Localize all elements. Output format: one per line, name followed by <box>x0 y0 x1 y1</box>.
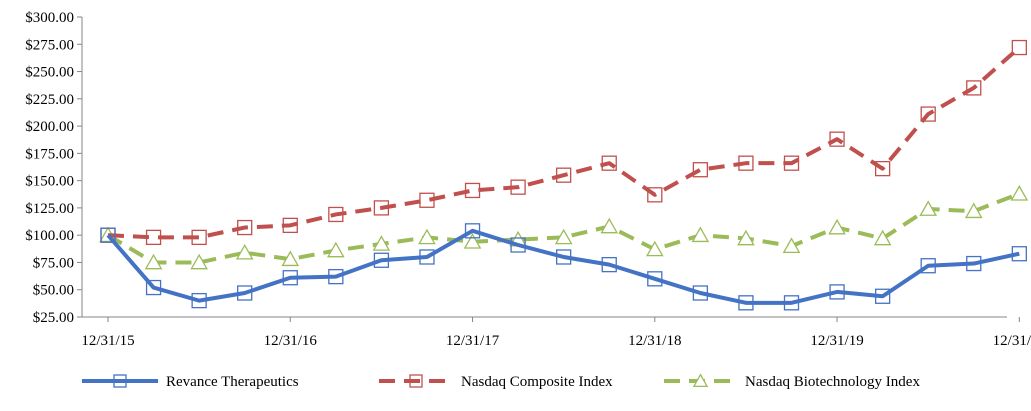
legend-item: Nasdaq Composite Index <box>379 374 613 390</box>
data-point <box>328 206 344 223</box>
legend-item: Nasdaq Biotechnology Index <box>664 373 920 390</box>
data-point <box>373 252 390 268</box>
data-point <box>419 192 435 208</box>
data-point <box>919 200 938 216</box>
data-point <box>556 249 572 265</box>
data-point <box>145 229 162 246</box>
data-point <box>600 217 619 234</box>
data-point <box>100 227 116 243</box>
data-point <box>964 202 983 219</box>
data-point <box>1010 185 1029 201</box>
y-tick-label: $225.00 <box>25 92 74 108</box>
data-point <box>235 243 254 260</box>
y-tick-label: $275.00 <box>25 37 74 53</box>
data-point <box>463 233 482 249</box>
legend-swatch-marker <box>113 374 127 388</box>
data-point <box>419 249 435 265</box>
data-point <box>828 218 846 235</box>
data-point <box>691 226 710 243</box>
legend-label: Nasdaq Biotechnology Index <box>745 374 920 390</box>
legend-swatch-marker <box>692 373 709 388</box>
data-point <box>191 229 207 246</box>
y-tick-label: $125.00 <box>25 201 74 217</box>
data-point <box>282 270 298 286</box>
y-tick-label: $100.00 <box>25 228 74 244</box>
data-point <box>556 167 572 183</box>
y-tick-label: $50.00 <box>33 283 74 299</box>
data-point <box>554 228 573 245</box>
series-line <box>106 228 1020 305</box>
data-point <box>327 241 345 258</box>
series-revance-therapeutics <box>100 223 1027 311</box>
data-point <box>190 253 208 270</box>
data-point <box>144 253 163 270</box>
x-tick-label: 12/31/19 <box>810 333 863 349</box>
y-tick-label: $150.00 <box>25 174 74 190</box>
data-point <box>645 240 664 257</box>
data-point <box>1011 246 1027 262</box>
data-point <box>464 182 481 199</box>
data-point <box>328 268 344 285</box>
data-point <box>281 250 300 267</box>
data-point <box>464 223 481 239</box>
data-point <box>874 288 891 304</box>
data-point <box>738 295 754 311</box>
data-point <box>191 292 207 309</box>
data-point <box>966 255 982 272</box>
legend: Revance Therapeutics Nasdaq Composite Ind… <box>82 373 920 390</box>
data-point <box>783 295 800 311</box>
legend-item: Revance Therapeutics <box>82 374 299 390</box>
data-point <box>692 285 709 301</box>
data-point <box>282 217 298 234</box>
data-point <box>601 155 617 171</box>
data-point <box>418 228 436 245</box>
data-point <box>783 155 800 171</box>
legend-label: Revance Therapeutics <box>166 374 299 390</box>
data-point <box>601 256 617 273</box>
data-point <box>1011 39 1027 56</box>
x-tick-label: 12/31/20 <box>993 333 1031 349</box>
series-line <box>106 191 1021 265</box>
y-tick-label: $250.00 <box>25 65 74 81</box>
data-point <box>510 237 526 253</box>
data-point <box>920 258 936 274</box>
y-tick-label: $175.00 <box>25 146 74 162</box>
data-point <box>372 235 391 251</box>
legend-label: Nasdaq Composite Index <box>461 374 613 390</box>
data-point <box>920 106 936 122</box>
data-point <box>237 219 253 236</box>
data-point <box>782 237 801 253</box>
data-point <box>373 200 390 216</box>
data-point <box>873 229 892 246</box>
x-tick-label: 12/31/15 <box>81 333 134 349</box>
data-point <box>738 155 754 171</box>
data-point <box>145 279 162 296</box>
data-point <box>647 187 663 203</box>
data-point <box>647 271 663 287</box>
data-point <box>966 80 982 96</box>
x-tick-label: 12/31/16 <box>264 333 318 349</box>
data-point <box>737 229 755 246</box>
x-tick-label: 12/31/18 <box>628 333 681 349</box>
data-point <box>874 160 891 177</box>
y-tick-label: $25.00 <box>33 310 74 326</box>
y-tick-label: $300.00 <box>25 10 74 26</box>
axes: $25.00 $50.00 $75.00 $100.00 $125.00 $150.00 $… <box>25 10 1031 349</box>
data-point <box>829 284 845 300</box>
data-point <box>829 131 845 147</box>
legend-swatch-marker <box>409 374 423 388</box>
series-nasdaq-composite-index <box>100 39 1027 246</box>
data-point <box>237 285 253 301</box>
series-line <box>107 46 1021 240</box>
y-tick-label: $75.00 <box>33 255 74 271</box>
series-nasdaq-biotechnology-index <box>99 185 1029 270</box>
y-tick-label: $200.00 <box>25 119 74 135</box>
data-point <box>510 179 526 195</box>
x-tick-label: 12/31/17 <box>446 333 500 349</box>
data-point <box>692 162 709 178</box>
series-layer <box>99 39 1029 311</box>
